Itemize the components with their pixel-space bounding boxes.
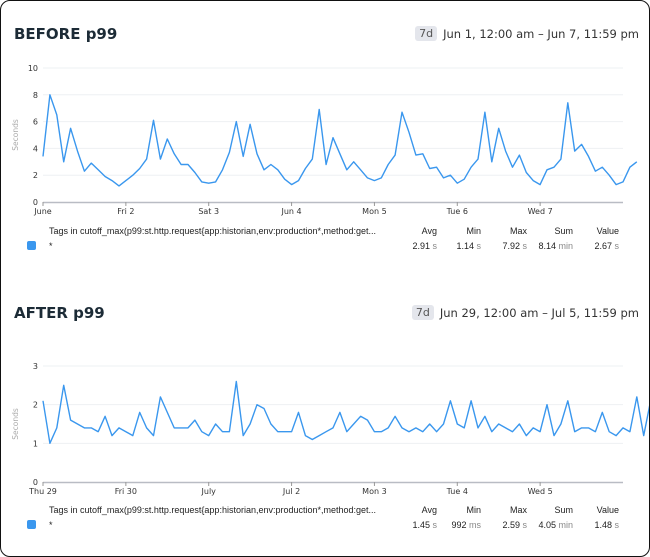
y-tick-label: 0 (33, 198, 38, 207)
x-tick-label: Mon 5 (362, 207, 387, 216)
x-tick-label: June (33, 207, 52, 216)
y-tick-label: 2 (33, 171, 38, 180)
col-value[interactable]: Value (596, 226, 619, 236)
series-tag: * (49, 520, 53, 530)
y-axis-label: Seconds (11, 119, 20, 151)
sum-value: 4.05 (538, 520, 556, 530)
col-min[interactable]: Min (466, 226, 481, 236)
legend-after: Tags in cutoff_max(p99:st.http.request{a… (1, 504, 649, 534)
col-sum[interactable]: Sum (554, 505, 573, 515)
legend-before: Tags in cutoff_max(p99:st.http.request{a… (1, 225, 649, 255)
y-tick-label: 10 (28, 64, 38, 73)
x-tick-label: Sat 3 (198, 207, 219, 216)
series-line (42, 94, 638, 187)
series-line (42, 380, 649, 445)
unit: s (476, 241, 482, 251)
avg-cell: 2.91 s (389, 240, 437, 252)
unit: s (522, 520, 528, 530)
value-cell: 1.48 s (573, 519, 619, 531)
y-tick-label: 1 (33, 439, 38, 448)
y-tick-label: 6 (33, 118, 38, 127)
x-tick-label: Jul 2 (282, 487, 300, 496)
col-avg[interactable]: Avg (421, 226, 437, 236)
unit: s (614, 241, 620, 251)
x-tick-label: Fri 2 (117, 207, 134, 216)
legend-query: Tags in cutoff_max(p99:st.http.request{a… (49, 226, 377, 236)
time-range-after[interactable]: 7d Jun 29, 12:00 am – Jul 5, 11:59 pm (411, 305, 639, 320)
unit: min (558, 520, 573, 530)
time-range-before[interactable]: 7d Jun 1, 12:00 am – Jun 7, 11:59 pm (415, 26, 639, 41)
x-tick-label: Mon 3 (362, 487, 387, 496)
legend-swatch-cell (1, 519, 49, 531)
avg-value: 2.91 (412, 241, 430, 251)
time-badge: 7d (415, 26, 438, 41)
x-tick-label: Tue 6 (446, 207, 468, 216)
y-tick-label: 0 (33, 478, 38, 487)
value-cell: 2.67 s (573, 240, 619, 252)
series-color-swatch (27, 241, 36, 250)
avg-cell: 1.45 s (389, 519, 437, 531)
unit: ms (469, 520, 481, 530)
avg-value: 1.45 (412, 520, 430, 530)
y-tick-label: 3 (33, 362, 38, 371)
col-max[interactable]: Max (509, 226, 527, 236)
time-range-text: Jun 29, 12:00 am – Jul 5, 11:59 pm (439, 305, 639, 320)
y-tick-label: 4 (33, 144, 38, 153)
series-color-swatch (27, 520, 36, 529)
min-value: 1.14 (456, 241, 474, 251)
legend-header: Tags in cutoff_max(p99:st.http.request{a… (1, 225, 649, 237)
max-cell: 2.59 s (481, 519, 527, 531)
x-tick-label: July (201, 487, 217, 496)
time-range-text: Jun 1, 12:00 am – Jun 7, 11:59 pm (443, 26, 639, 41)
col-value[interactable]: Value (596, 505, 619, 515)
sum-cell: 4.05 min (527, 519, 573, 531)
legend-spacer (1, 504, 49, 516)
legend-query: Tags in cutoff_max(p99:st.http.request{a… (49, 505, 377, 515)
time-badge: 7d (411, 305, 434, 320)
current-value: 2.67 (594, 241, 612, 251)
x-tick-label: Thu 29 (28, 487, 57, 496)
legend-spacer (1, 225, 49, 237)
legend-row[interactable]: * 1.45 s 992 ms 2.59 s 4.05 min 1.48 s (1, 519, 649, 531)
max-cell: 7.92 s (481, 240, 527, 252)
unit: s (522, 241, 528, 251)
unit: s (432, 520, 438, 530)
col-sum[interactable]: Sum (554, 226, 573, 236)
legend-swatch-cell (1, 240, 49, 252)
legend-header: Tags in cutoff_max(p99:st.http.request{a… (1, 504, 649, 516)
min-value: 992 (451, 520, 467, 530)
sum-value: 8.14 (538, 241, 556, 251)
panel-title-after: AFTER p99 (14, 304, 105, 322)
max-value: 7.92 (502, 241, 520, 251)
y-axis-label: Seconds (11, 408, 20, 440)
min-cell: 1.14 s (437, 240, 481, 252)
current-value: 1.48 (594, 520, 612, 530)
col-min[interactable]: Min (466, 505, 481, 515)
x-tick-label: Fri 30 (115, 487, 137, 496)
col-max[interactable]: Max (509, 505, 527, 515)
x-tick-label: Wed 7 (528, 207, 553, 216)
min-cell: 992 ms (437, 519, 481, 531)
unit: s (614, 520, 620, 530)
y-tick-label: 2 (33, 401, 38, 410)
max-value: 2.59 (502, 520, 520, 530)
x-tick-label: Wed 5 (528, 487, 553, 496)
col-avg[interactable]: Avg (421, 505, 437, 515)
sum-cell: 8.14 min (527, 240, 573, 252)
before-line-chart[interactable]: 0 2 4 6 8 10 Seconds June Fri 2 Sat 3 Jun 4 Mon 5 Tu… (1, 56, 649, 221)
after-line-chart[interactable]: 0 1 2 3 Seconds Thu 29 Fri 30 July Jul 2 Mon 3 Tue… (1, 356, 649, 501)
unit: min (558, 241, 573, 251)
x-tick-label: Jun 4 (281, 207, 302, 216)
y-tick-label: 8 (33, 91, 38, 100)
unit: s (432, 241, 438, 251)
series-tag: * (49, 241, 53, 251)
x-tick-label: Tue 4 (446, 487, 468, 496)
legend-row[interactable]: * 2.91 s 1.14 s 7.92 s 8.14 min 2.67 s (1, 240, 649, 252)
panel-title-before: BEFORE p99 (14, 25, 118, 43)
